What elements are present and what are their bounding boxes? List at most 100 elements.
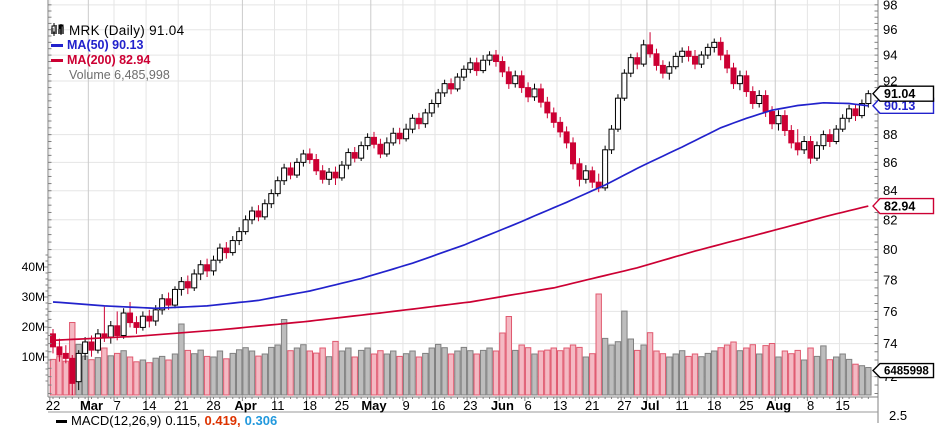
volume-bar (62, 360, 70, 396)
candle-body (152, 309, 159, 322)
candle-body (236, 231, 243, 242)
ma200-label: MA(200) 82.94 (67, 53, 151, 67)
volume-bar (807, 347, 814, 396)
volume-bar (184, 349, 192, 396)
candle-body (724, 54, 731, 69)
candle-body (659, 64, 666, 74)
candle-body (544, 101, 551, 114)
volume-layer (49, 293, 872, 396)
candle-body (319, 170, 326, 180)
date-axis-label: Apr (234, 398, 256, 413)
volume-axis-label: 30M (22, 290, 45, 304)
price-axis-label: 74 (883, 336, 897, 351)
candle-body (769, 111, 776, 125)
price-axis-label: 88 (883, 127, 897, 142)
candle-body (274, 180, 281, 195)
symbol-title: MRK (Daily) 91.04 (69, 23, 185, 38)
volume-bar (293, 347, 301, 396)
candle-body (627, 57, 634, 74)
candle-body (717, 41, 724, 56)
ma50-label: MA(50) 90.13 (67, 38, 144, 52)
volume-bar (646, 332, 654, 396)
volume-bar (556, 350, 564, 396)
candle-body (101, 333, 108, 338)
volume-bar (203, 355, 211, 396)
date-axis-label: 23 (463, 398, 477, 413)
candle-body (736, 75, 743, 85)
volume-bar (479, 349, 487, 396)
date-axis-label: 8 (807, 398, 814, 413)
volume-bar (139, 359, 147, 396)
candle-body (634, 57, 641, 65)
volume-bar (313, 352, 320, 396)
candle-body (377, 143, 384, 155)
date-axis-label: 13 (553, 398, 567, 413)
date-axis-label: 16 (431, 398, 445, 413)
candle-body (473, 62, 480, 72)
volume-bar (248, 350, 256, 396)
candle-body (749, 91, 756, 105)
volume-bar (152, 357, 159, 396)
date-axis-label: 11 (675, 398, 689, 413)
volume-bar (550, 347, 557, 396)
candle-body (338, 164, 345, 179)
candle-body (371, 136, 377, 145)
volume-bar (756, 353, 763, 396)
candle-body (332, 171, 339, 179)
volume-bar (441, 347, 448, 396)
candle-body (82, 341, 89, 354)
candle-body (281, 167, 288, 182)
macd-line-icon (56, 420, 67, 424)
candle-body (833, 128, 840, 143)
candle-body (788, 130, 795, 144)
candle-body (435, 92, 442, 105)
volume-bar (524, 347, 532, 396)
candle-body (428, 103, 435, 114)
volume-bar (505, 316, 513, 396)
candle-body (62, 352, 69, 359)
candle-body (647, 44, 654, 55)
volume-bar (338, 350, 346, 396)
ma200-line (52, 205, 869, 342)
volume-bar (216, 350, 224, 396)
volume-bar (563, 347, 570, 396)
volume-bar (544, 349, 551, 396)
volume-bar (94, 357, 102, 396)
date-axis-label: 6 (524, 398, 531, 413)
volume-bar (627, 338, 634, 396)
candle-body (531, 88, 538, 98)
date-axis-label: 15 (835, 398, 849, 413)
volume-bar (191, 353, 198, 396)
volume-bar (165, 359, 172, 396)
volume-bar (396, 355, 403, 396)
volume-bar (762, 345, 769, 396)
volume-bar (364, 347, 371, 396)
candle-body (480, 59, 487, 72)
volume-bar (730, 341, 737, 396)
candle-body (679, 50, 686, 57)
volume-bar (114, 352, 121, 396)
volume-bar (518, 344, 525, 396)
candle-body (730, 67, 737, 85)
legend-symbol-row: MRK (Daily) 91.04 (51, 23, 184, 38)
candle-body (865, 93, 872, 105)
volume-bar (614, 341, 622, 396)
volume-bar (723, 344, 731, 396)
candle-body (409, 117, 416, 130)
candle-body (242, 219, 249, 233)
candle-body (846, 108, 853, 119)
date-axis-label: 25 (335, 398, 349, 413)
candle-body (454, 76, 461, 90)
candle-body (326, 171, 333, 180)
candle-body (261, 203, 268, 218)
volume-bar (383, 353, 391, 396)
candle-body (512, 75, 519, 85)
candle-body (576, 163, 583, 180)
volume-bar (608, 344, 615, 396)
volume-bar (415, 356, 423, 396)
price-tag (872, 362, 935, 379)
candle-body (422, 112, 429, 125)
candle-body (589, 170, 596, 183)
volume-bar (268, 346, 275, 396)
